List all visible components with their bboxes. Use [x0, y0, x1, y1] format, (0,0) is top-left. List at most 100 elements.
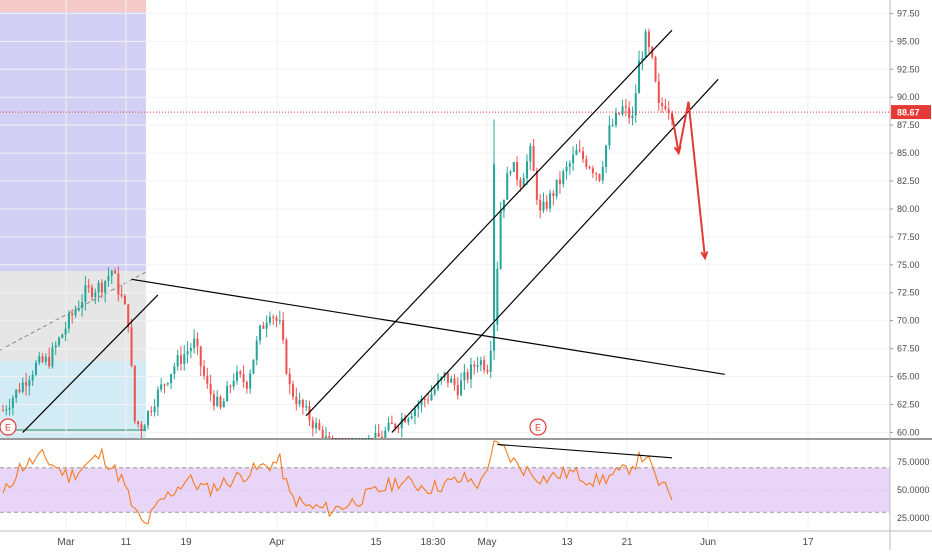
candle-body [308, 406, 311, 421]
candle-body [222, 401, 225, 408]
channel-upper-line [305, 29, 673, 417]
price-tick-label: 97.50 [897, 8, 920, 18]
candle-body [209, 383, 212, 395]
uptrend-line-left [22, 294, 159, 433]
time-tick-label: May [478, 537, 497, 548]
candle-body [212, 394, 215, 406]
zone-range [0, 271, 146, 361]
candle-body [667, 109, 670, 113]
time-tick-label: 18:30 [420, 537, 445, 548]
candle-body [496, 268, 499, 325]
candle-body [28, 380, 31, 386]
candle-body [48, 356, 51, 367]
candle-body [380, 436, 384, 438]
candle-body [160, 384, 163, 390]
candle-body [179, 355, 182, 364]
candle-body [1, 410, 5, 412]
candle-body [407, 418, 410, 423]
price-tick-label: 65.00 [897, 372, 920, 382]
price-tick-label: 60.00 [897, 427, 920, 437]
candle-body [61, 334, 64, 338]
candle-body [305, 406, 308, 408]
candle-body [291, 384, 295, 397]
earnings-marker-label: E [5, 423, 11, 433]
price-tick-label: 72.50 [897, 288, 920, 298]
candle-body [232, 380, 235, 387]
candle-body [199, 346, 202, 367]
candle-body [97, 282, 100, 293]
zone-top [0, 0, 146, 12]
candle-body [535, 170, 538, 200]
time-tick-label: Mar [57, 537, 75, 548]
candles [1, 28, 674, 439]
candle-body [245, 382, 248, 389]
price-tick-label: 90.00 [897, 92, 920, 102]
candle-body [295, 396, 298, 405]
candle-body [377, 433, 380, 437]
candle-body [634, 93, 637, 116]
candle-body [479, 360, 482, 365]
candle-body [137, 421, 140, 425]
candle-body [71, 313, 74, 316]
candle-body [219, 396, 222, 408]
candle-body [130, 327, 133, 366]
time-tick-label: 11 [121, 537, 132, 548]
candle-body [21, 382, 24, 392]
candle-body [216, 396, 219, 406]
candle-body [90, 287, 93, 298]
candle-body [315, 423, 318, 429]
candle-body [499, 210, 502, 269]
candle-body [549, 193, 552, 209]
candle-body [473, 364, 476, 367]
last-price-label: 88.67 [897, 108, 920, 118]
candle-body [34, 362, 37, 375]
price-tick-label: 82.50 [897, 176, 920, 186]
candle-body [51, 347, 54, 367]
candle-body [568, 163, 571, 167]
candle-body [94, 292, 97, 298]
candle-body [509, 171, 512, 174]
earnings-marker[interactable]: E [529, 418, 547, 436]
candle-body [328, 436, 331, 438]
candle-body [532, 146, 535, 171]
candle-body [324, 436, 327, 438]
candle-body [15, 389, 18, 399]
candle-body [423, 398, 426, 400]
candle-body [110, 270, 113, 276]
channel-lower-line [391, 78, 719, 433]
candle-body [104, 281, 107, 293]
candle-body [519, 179, 522, 187]
trend-lines[interactable] [0, 29, 890, 433]
candle-body [226, 386, 229, 402]
candle-body [8, 407, 11, 410]
candle-body [44, 356, 47, 362]
candle-body [107, 275, 110, 282]
candle-body [203, 366, 206, 376]
candle-body [252, 359, 255, 374]
projection-arrowhead-1 [673, 146, 682, 156]
candle-body [38, 356, 41, 363]
rsi-band [0, 467, 890, 513]
candle-body [390, 422, 393, 424]
candle-body [469, 364, 472, 380]
candle-body [285, 339, 288, 374]
candle-body [143, 425, 146, 432]
projection-path [671, 101, 706, 259]
candle-body [522, 178, 525, 187]
rsi-tick-label: 75.0000 [897, 457, 930, 467]
candle-body [410, 416, 413, 419]
candle-body [259, 325, 262, 341]
candle-body [229, 386, 232, 388]
candle-body [463, 372, 466, 381]
candle-body [446, 372, 449, 383]
candle-body [456, 384, 459, 396]
price-tick-label: 77.50 [897, 232, 920, 242]
earnings-marker[interactable]: E [0, 418, 17, 436]
time-tick-label: 19 [180, 537, 192, 548]
candle-body [558, 179, 561, 184]
last-price-badge [891, 105, 931, 120]
zone-stop [0, 361, 146, 438]
